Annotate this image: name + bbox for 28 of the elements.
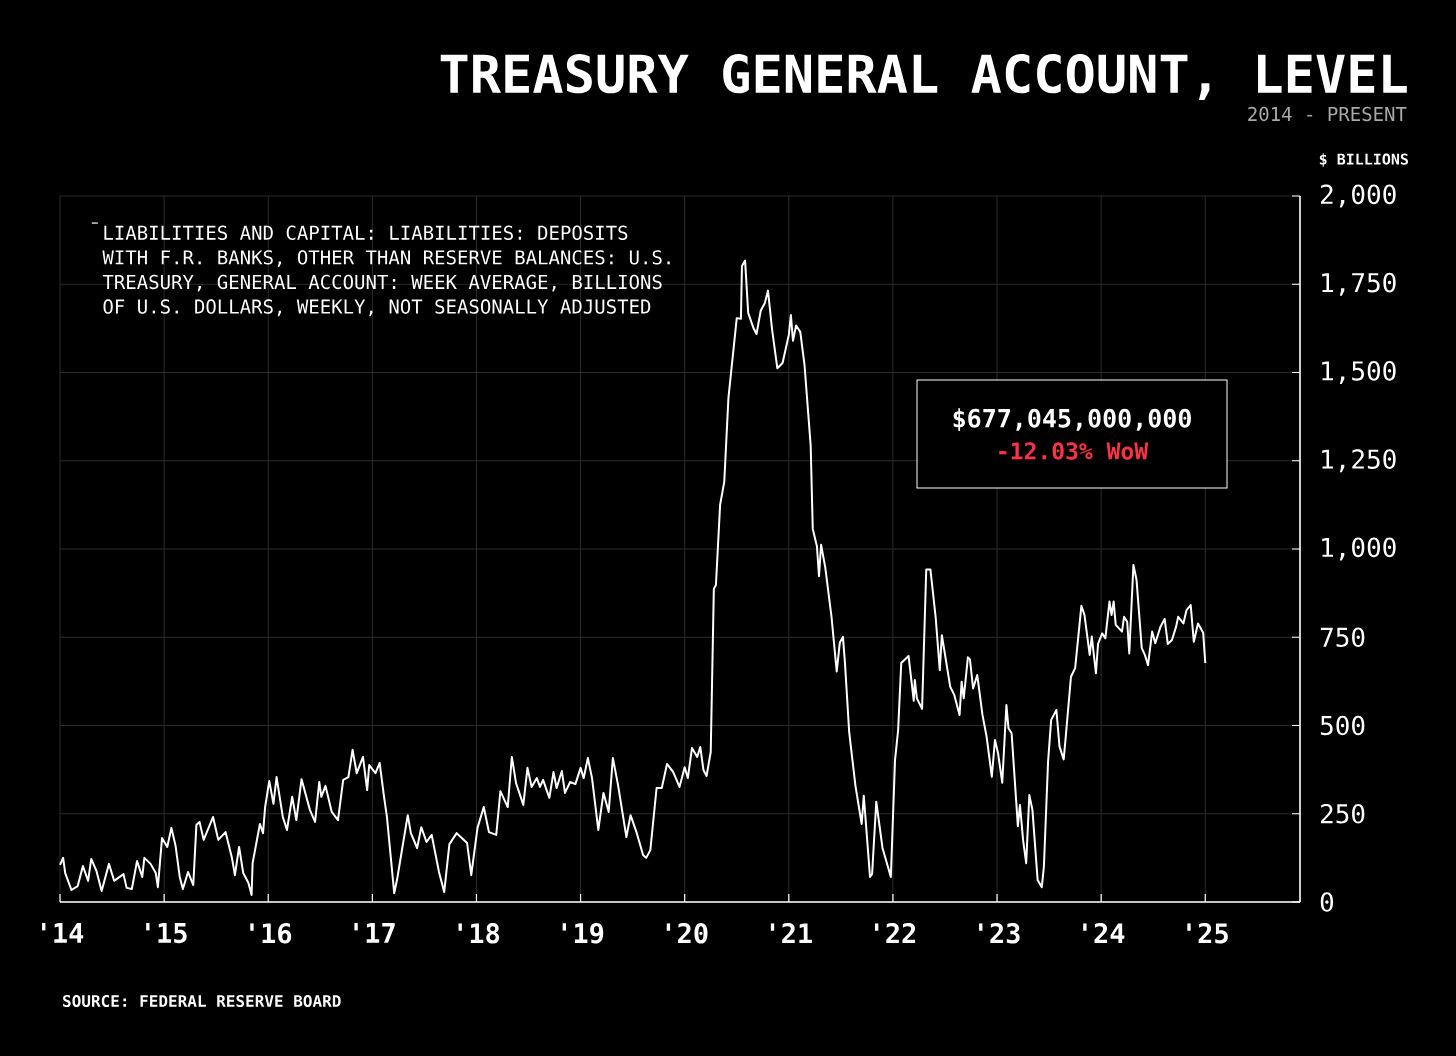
y-tick-label: 1,000	[1322, 537, 1396, 561]
x-tick-label: '18	[458, 923, 500, 944]
y-tick-label: 1,250	[1322, 449, 1396, 473]
x-tick-label: '24	[1083, 923, 1125, 944]
x-tick-label: '15	[146, 923, 187, 944]
annotation: -12.03% WoW	[999, 442, 1149, 460]
y-axis-title: $ BILLIONS	[1319, 153, 1409, 167]
y-tick-label: 1,750	[1322, 272, 1396, 296]
x-tick-label: '14	[42, 923, 84, 943]
source-note: SOURCE: FEDERAL RESERVE BOARD	[63, 994, 341, 1008]
x-tick-label: '19	[562, 923, 604, 944]
chart-title: TREASURY GENERAL ACCOUNT, LEVEL	[440, 54, 1407, 100]
y-tick-label: 250	[1321, 803, 1365, 824]
y-tick-label: 0	[1320, 892, 1334, 912]
legend-label: LIABILITIES AND CAPITAL: LIABILITIES: DEPOSITS WITH F.R. BANKS, OTHER THAN RESERVE BALANCES: U.S. TREASURY, GENERAL ACCOUNT: WEEK AVERAGE, BILLIONS OF U.S. DOLLARS, WEEKLY, NOT SEASONALLY ADJUSTED	[102, 225, 670, 317]
x-tick-label: '25	[1187, 923, 1228, 944]
annotation: $677,045,000,000	[953, 408, 1191, 431]
x-tick-label: '21	[770, 923, 812, 944]
y-tick-label: 500	[1320, 715, 1365, 736]
x-tick-label: '22	[874, 923, 916, 944]
x-tick-label: '16	[250, 923, 292, 944]
y-tick-label: 750	[1320, 627, 1365, 648]
y-tick-label: 1,500	[1322, 361, 1396, 384]
x-tick-label: '23	[979, 923, 1020, 944]
x-tick-label: '20	[666, 923, 708, 944]
x-tick-label: '17	[354, 923, 395, 943]
chart-subtitle: 2014 - PRESENT	[1248, 106, 1407, 122]
y-tick-label: 2,000	[1321, 184, 1396, 208]
